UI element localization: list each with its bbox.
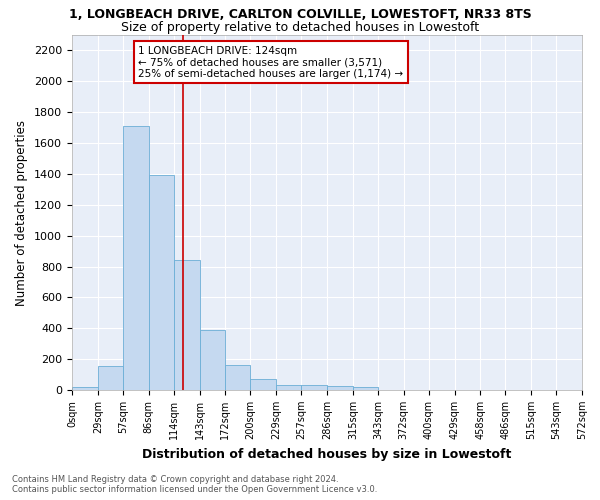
Bar xyxy=(301,386,327,390)
Bar xyxy=(353,387,378,390)
Text: Size of property relative to detached houses in Lowestoft: Size of property relative to detached ho… xyxy=(121,21,479,34)
X-axis label: Distribution of detached houses by size in Lowestoft: Distribution of detached houses by size … xyxy=(142,448,512,460)
Bar xyxy=(250,379,276,390)
Bar xyxy=(327,386,353,390)
Y-axis label: Number of detached properties: Number of detached properties xyxy=(16,120,28,306)
Bar xyxy=(72,387,98,390)
Text: 1 LONGBEACH DRIVE: 124sqm
← 75% of detached houses are smaller (3,571)
25% of se: 1 LONGBEACH DRIVE: 124sqm ← 75% of detac… xyxy=(139,46,403,79)
Bar xyxy=(173,260,199,390)
Bar xyxy=(276,386,301,390)
Bar xyxy=(98,366,123,390)
Bar xyxy=(226,364,250,390)
Text: Contains HM Land Registry data © Crown copyright and database right 2024.
Contai: Contains HM Land Registry data © Crown c… xyxy=(12,474,377,494)
Bar xyxy=(149,176,173,390)
Text: 1, LONGBEACH DRIVE, CARLTON COLVILLE, LOWESTOFT, NR33 8TS: 1, LONGBEACH DRIVE, CARLTON COLVILLE, LO… xyxy=(68,8,532,20)
Bar xyxy=(199,330,226,390)
Bar xyxy=(123,126,149,390)
